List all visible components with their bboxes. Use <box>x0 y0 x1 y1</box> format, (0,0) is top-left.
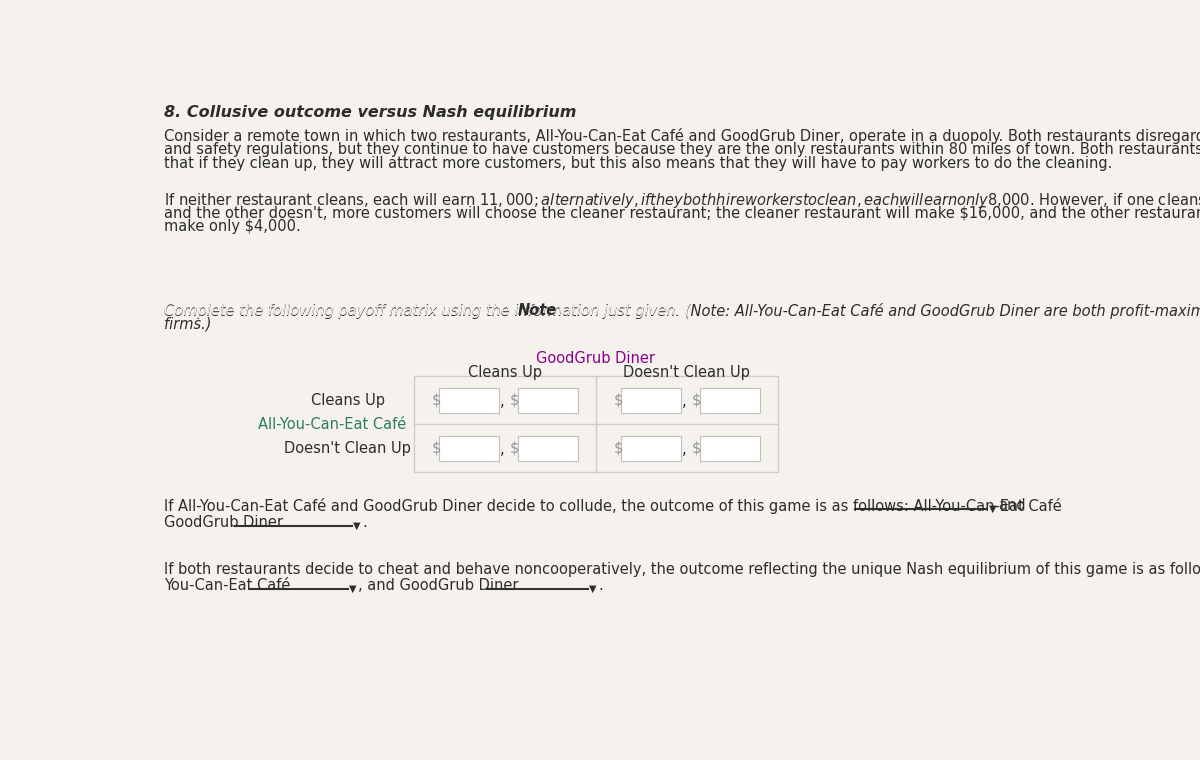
Text: , and GoodGrub Diner: , and GoodGrub Diner <box>359 578 518 593</box>
Bar <box>517 388 578 413</box>
Text: and: and <box>998 498 1026 513</box>
Text: Complete the following payoff matrix using the information just given. (: Complete the following payoff matrix usi… <box>164 303 690 318</box>
Text: $: $ <box>510 441 520 456</box>
Bar <box>439 388 499 413</box>
Text: Cleans Up: Cleans Up <box>311 393 385 407</box>
Bar <box>700 388 760 413</box>
Bar <box>700 435 760 461</box>
Bar <box>622 435 682 461</box>
Text: and the other doesn't, more customers will choose the cleaner restaurant; the cl: and the other doesn't, more customers wi… <box>164 205 1200 220</box>
Bar <box>517 435 578 461</box>
Text: If All-You-Can-Eat Café and GoodGrub Diner decide to collude, the outcome of thi: If All-You-Can-Eat Café and GoodGrub Din… <box>164 498 1062 514</box>
Text: $: $ <box>613 441 623 456</box>
Text: ▼: ▼ <box>353 521 360 530</box>
Text: $: $ <box>510 393 520 407</box>
Text: .: . <box>362 515 367 530</box>
Text: GoodGrub Diner: GoodGrub Diner <box>164 515 283 530</box>
Text: If neither restaurant cleans, each will earn $11,000; alternatively, if they bot: If neither restaurant cleans, each will … <box>164 192 1200 211</box>
Text: ,: , <box>500 394 504 409</box>
Text: Doesn't Clean Up: Doesn't Clean Up <box>284 441 412 456</box>
Text: $: $ <box>431 393 440 407</box>
Text: GoodGrub Diner: GoodGrub Diner <box>536 351 655 366</box>
Text: Note: Note <box>518 303 557 318</box>
Text: $: $ <box>692 441 702 456</box>
Text: Doesn't Clean Up: Doesn't Clean Up <box>623 365 750 379</box>
Text: ▼: ▼ <box>589 584 596 594</box>
Bar <box>622 388 682 413</box>
Text: 8. Collusive outcome versus Nash equilibrium: 8. Collusive outcome versus Nash equilib… <box>164 105 576 120</box>
Text: .: . <box>599 578 604 593</box>
Text: ,: , <box>682 394 686 409</box>
Text: $: $ <box>692 393 702 407</box>
Text: Consider a remote town in which two restaurants, All-You-Can-Eat Café and GoodGr: Consider a remote town in which two rest… <box>164 128 1200 144</box>
Bar <box>439 435 499 461</box>
Text: that if they clean up, they will attract more customers, but this also means tha: that if they clean up, they will attract… <box>164 156 1112 171</box>
Text: If both restaurants decide to cheat and behave noncooperatively, the outcome ref: If both restaurants decide to cheat and … <box>164 562 1200 578</box>
Text: $: $ <box>431 441 440 456</box>
Text: You-Can-Eat Café: You-Can-Eat Café <box>164 578 290 593</box>
Text: firms.): firms.) <box>164 317 211 332</box>
Text: ,: , <box>500 442 504 458</box>
Text: ▼: ▼ <box>989 504 996 514</box>
Text: $: $ <box>613 393 623 407</box>
Text: ,: , <box>682 442 686 458</box>
Text: Complete the following payoff matrix using the information just given. (Note: Al: Complete the following payoff matrix usi… <box>164 303 1200 319</box>
Text: make only $4,000.: make only $4,000. <box>164 219 301 234</box>
Text: All-You-Can-Eat Café: All-You-Can-Eat Café <box>258 416 406 432</box>
Text: and safety regulations, but they continue to have customers because they are the: and safety regulations, but they continu… <box>164 142 1200 157</box>
Bar <box>414 376 778 473</box>
Text: Cleans Up: Cleans Up <box>468 365 541 379</box>
Text: ▼: ▼ <box>349 584 356 594</box>
